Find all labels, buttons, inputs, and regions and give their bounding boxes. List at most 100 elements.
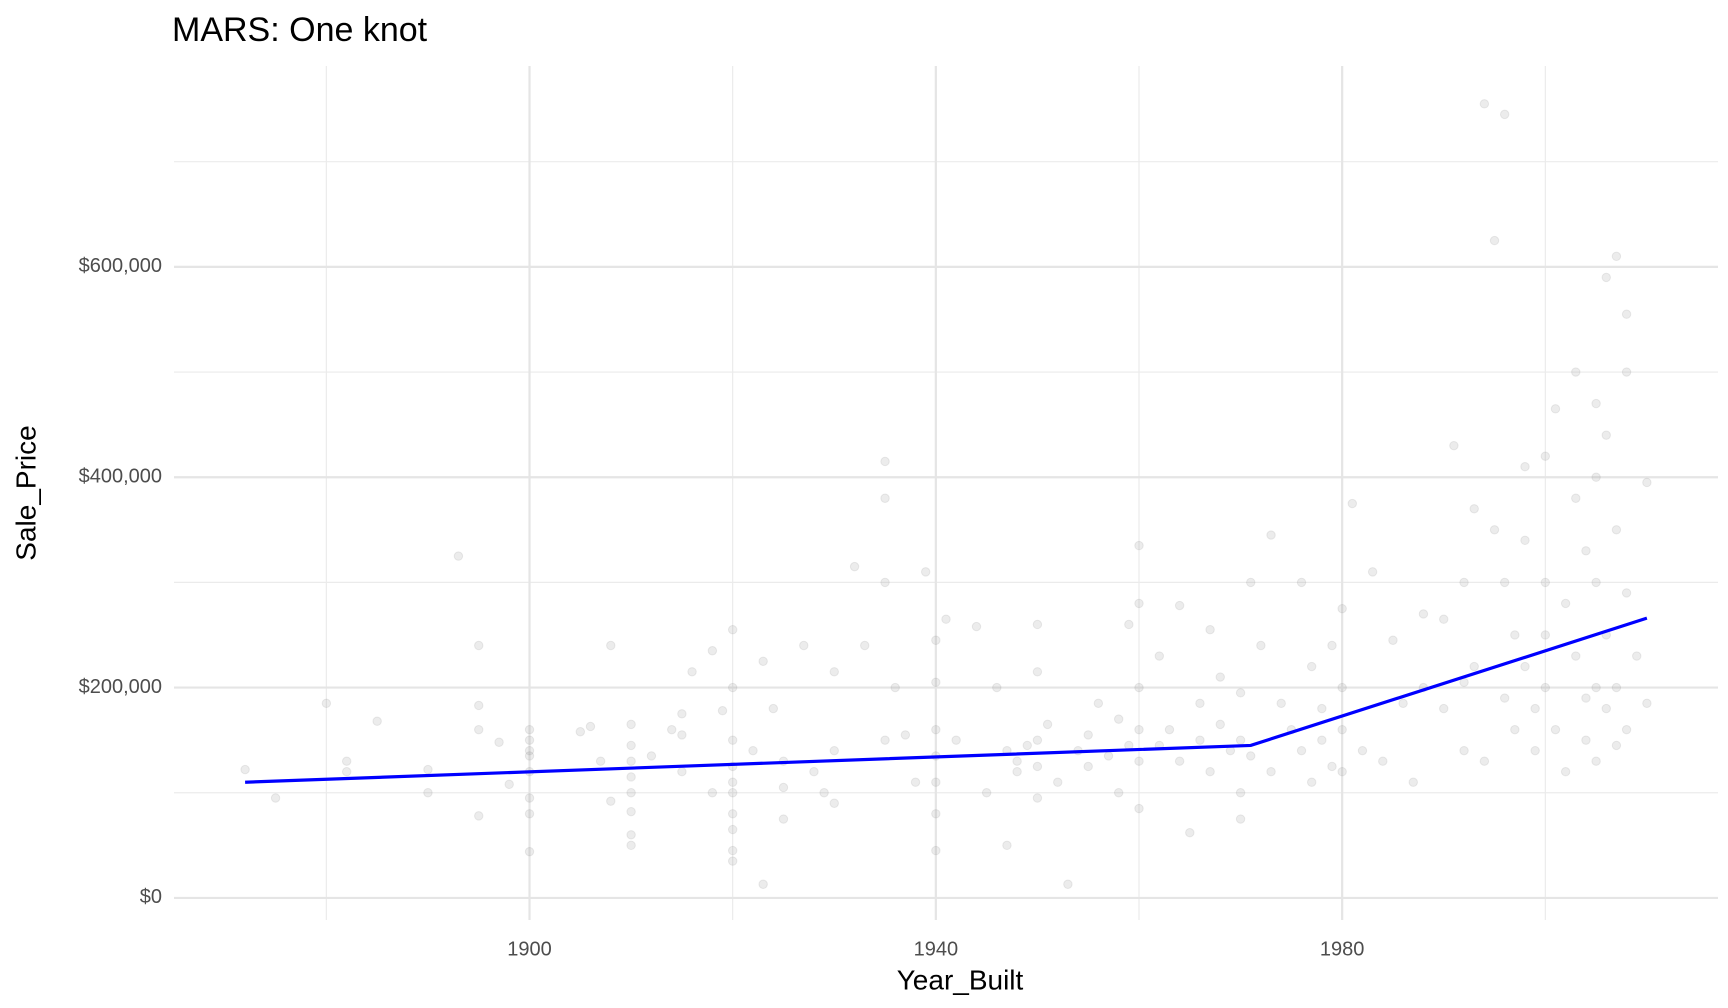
point (524, 724, 535, 735)
point (829, 667, 839, 677)
point (1083, 761, 1093, 772)
point (423, 764, 433, 775)
point (1449, 440, 1459, 451)
point (1621, 309, 1632, 319)
point (341, 756, 352, 766)
point (1053, 777, 1063, 787)
point (880, 577, 890, 588)
point (1337, 767, 1347, 777)
point (372, 716, 382, 726)
y-tick-label: $0 (140, 886, 162, 908)
point (687, 667, 697, 677)
point (1388, 635, 1398, 645)
point (1459, 577, 1469, 588)
point (504, 779, 514, 790)
point (1235, 688, 1246, 698)
point (1113, 714, 1124, 724)
point (1540, 577, 1551, 588)
point (1571, 651, 1581, 661)
point (920, 567, 931, 577)
point (890, 682, 900, 693)
point (1540, 630, 1551, 640)
point (1256, 640, 1266, 651)
chart-title: MARS: One knot (172, 11, 428, 49)
point (1621, 588, 1632, 598)
point (1632, 651, 1642, 661)
point (1327, 640, 1337, 651)
y-tick-label: $600,000 (79, 255, 162, 277)
point (778, 782, 789, 793)
point (778, 814, 789, 824)
point (646, 751, 657, 761)
point (1520, 535, 1530, 546)
point (474, 700, 484, 711)
point (1164, 724, 1175, 735)
point (1205, 625, 1215, 635)
point (1296, 745, 1307, 756)
point (1042, 719, 1053, 730)
point (1032, 793, 1043, 803)
point (524, 751, 535, 761)
point (1591, 398, 1601, 409)
point (595, 756, 606, 766)
point (1479, 756, 1490, 766)
point (1134, 682, 1144, 693)
point (1337, 724, 1347, 735)
y-tick-label: $200,000 (79, 676, 162, 698)
point (1246, 577, 1256, 588)
point (819, 788, 829, 798)
point (1439, 703, 1449, 714)
point (423, 788, 433, 798)
point (1032, 667, 1043, 677)
point (727, 777, 738, 787)
point (1469, 504, 1479, 514)
point (1642, 698, 1652, 709)
point (931, 777, 941, 787)
point (626, 806, 636, 817)
point (1550, 404, 1561, 414)
point (707, 788, 718, 798)
point (758, 656, 768, 666)
point (626, 840, 636, 851)
point (1591, 682, 1601, 693)
point (1581, 735, 1591, 745)
y-axis-label: Sale_Price (10, 425, 41, 560)
point (727, 845, 738, 856)
point (1195, 735, 1205, 745)
point (1560, 767, 1571, 777)
point (931, 845, 941, 856)
point (1489, 525, 1500, 535)
point (1642, 477, 1652, 488)
x-tick-label: 1900 (507, 938, 552, 960)
point (1063, 879, 1073, 889)
point (799, 640, 809, 651)
point (1134, 803, 1144, 814)
point (1174, 756, 1185, 766)
point (1459, 745, 1469, 756)
point (626, 772, 636, 782)
point (1520, 661, 1530, 672)
point (1591, 756, 1601, 766)
point (1611, 682, 1622, 693)
point (474, 811, 484, 821)
point (1601, 272, 1611, 283)
point (1550, 724, 1561, 735)
point (981, 788, 992, 798)
point (1235, 788, 1246, 798)
point (1185, 828, 1195, 838)
point (809, 767, 819, 777)
point (1246, 751, 1256, 761)
point (1591, 577, 1601, 588)
point (727, 856, 738, 866)
point (1032, 619, 1043, 630)
point (1317, 703, 1327, 714)
point (585, 721, 596, 732)
point (880, 456, 890, 467)
point (727, 824, 738, 835)
point (1479, 99, 1490, 109)
point (1032, 761, 1043, 772)
point (910, 777, 921, 787)
point (931, 635, 941, 645)
point (951, 735, 961, 745)
point (1621, 724, 1632, 735)
